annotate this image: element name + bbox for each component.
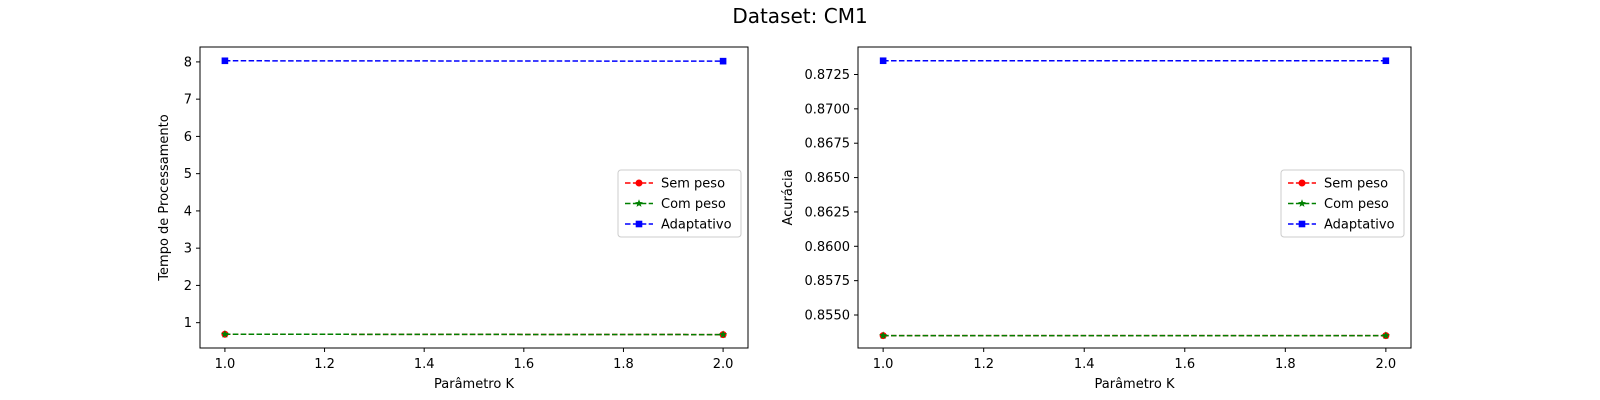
legend-label-sem-peso: Sem peso — [661, 177, 725, 192]
x-tick-label: 1.6 — [1174, 357, 1195, 372]
legend-label-sem-peso: Sem peso — [1324, 177, 1388, 192]
legend-marker-adaptativo — [1298, 220, 1306, 228]
legend-marker-com-peso — [635, 199, 643, 207]
x-tick-label: 1.2 — [973, 357, 994, 372]
x-tick-label: 2.0 — [1376, 357, 1397, 372]
y-tick-label: 2 — [184, 279, 192, 294]
y-axis-label: Acurácia — [781, 169, 796, 225]
data-point-adaptativo — [719, 57, 727, 65]
y-tick-label: 0.8550 — [805, 309, 851, 324]
plot-frame — [857, 46, 1412, 349]
data-point-adaptativo — [1382, 57, 1390, 65]
data-point-com-peso — [879, 331, 888, 340]
legend-label-adaptativo: Adaptativo — [1324, 218, 1395, 233]
legend: Sem peso Com peso Adaptativo — [617, 169, 742, 238]
legend-label-com-peso: Com peso — [1324, 197, 1389, 212]
legend-label-com-peso: Com peso — [661, 197, 726, 212]
x-tick-label: 2.0 — [713, 357, 734, 372]
data-point-com-peso — [719, 330, 728, 338]
chart-accuracy: 1.0 1.2 1.4 1.6 1.8 2.0 0.8550 0.8575 0.8600 0.86… — [781, 46, 1412, 392]
legend-frame — [1280, 169, 1405, 238]
data-point-com-peso — [1381, 331, 1390, 340]
y-tick-label: 0.8625 — [805, 205, 851, 220]
y-tick-label: 5 — [184, 167, 192, 182]
x-tick-label: 1.4 — [414, 357, 435, 372]
x-tick-label: 1.8 — [1275, 357, 1296, 372]
y-tick-label: 4 — [184, 204, 192, 219]
data-point-adaptativo — [879, 57, 887, 65]
figure-title: Dataset: CM1 — [732, 4, 868, 28]
y-axis-label: Tempo de Processamento — [157, 114, 172, 281]
x-tick-label: 1.2 — [314, 357, 335, 372]
y-tick-label: 0.8650 — [805, 171, 851, 186]
x-axis-label: Parâmetro K — [434, 377, 514, 392]
y-tick-label: 0.8725 — [805, 68, 851, 83]
data-point-com-peso — [220, 330, 229, 338]
y-tick-label: 7 — [184, 93, 192, 108]
y-tick-label: 0.8675 — [805, 137, 851, 152]
x-tick-label: 1.8 — [613, 357, 634, 372]
legend: Sem peso Com peso Adaptativo — [1280, 169, 1405, 238]
y-tick-label: 0.8600 — [805, 240, 851, 255]
y-tick-label: 0.8575 — [805, 274, 851, 289]
y-tick-label: 0.8700 — [805, 102, 851, 117]
legend-frame — [617, 169, 742, 238]
plot-frame — [199, 46, 749, 349]
legend-marker-sem-peso — [635, 179, 643, 187]
legend-marker-com-peso — [1298, 199, 1306, 207]
x-tick-label: 1.0 — [215, 357, 236, 372]
legend-marker-adaptativo — [635, 220, 643, 228]
y-tick-label: 1 — [184, 316, 192, 331]
chart-processing-time: 1.0 1.2 1.4 1.6 1.8 2.0 1 2 3 4 5 6 7 8 Parâmetro K Tem… — [157, 46, 749, 392]
data-point-adaptativo — [221, 57, 229, 65]
y-tick-label: 3 — [184, 242, 192, 257]
x-tick-label: 1.4 — [1074, 357, 1095, 372]
x-axis-label: Parâmetro K — [1095, 377, 1175, 392]
legend-label-adaptativo: Adaptativo — [661, 218, 732, 233]
legend-marker-sem-peso — [1298, 179, 1306, 187]
x-tick-label: 1.6 — [513, 357, 534, 372]
x-tick-label: 1.0 — [873, 357, 894, 372]
y-tick-label: 8 — [184, 55, 192, 70]
y-tick-label: 6 — [184, 130, 192, 145]
